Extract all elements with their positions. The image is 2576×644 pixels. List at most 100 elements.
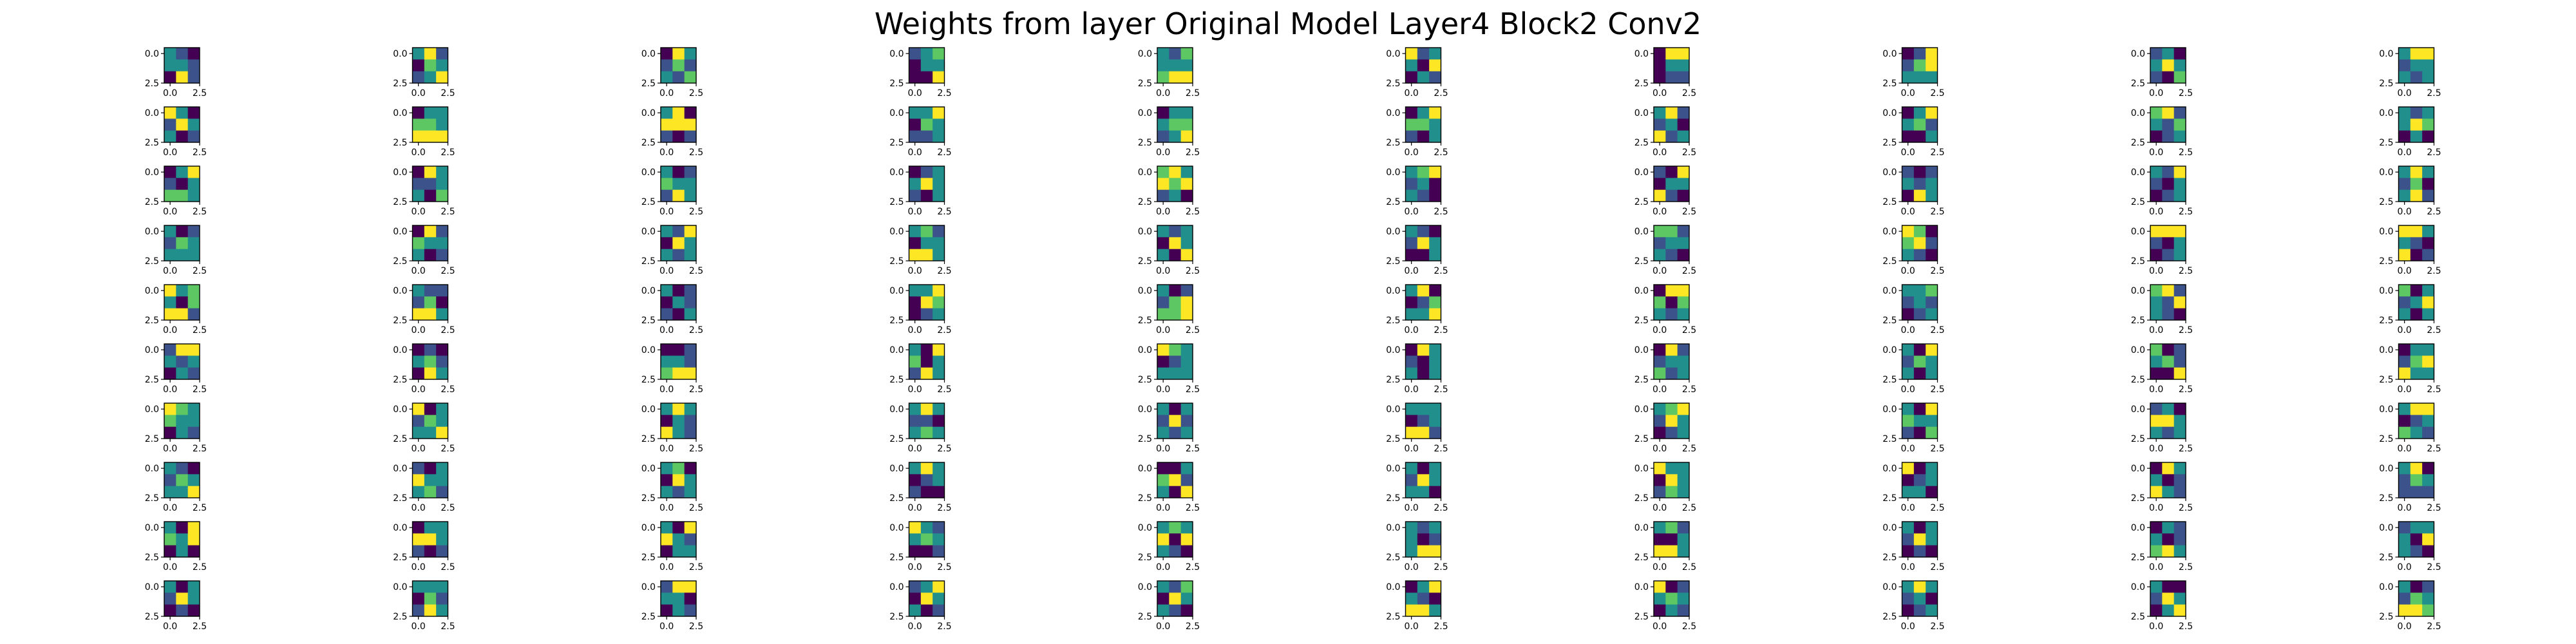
y-tick-label: 0.0 (1634, 345, 1649, 355)
kernel-subplot: 0.02.50.0 2.5 (1634, 284, 1696, 336)
x-tick-label: 0.0 (163, 384, 177, 395)
x-tick-label: 0.0 (1653, 325, 1667, 336)
heatmap-cell (661, 118, 673, 131)
heatmap-cell (933, 107, 945, 119)
heatmap-cell (1902, 59, 1915, 72)
heatmap-cell (1157, 462, 1170, 475)
y-tick-label: 2.5 (1634, 256, 1649, 267)
y-tick-label: 0.0 (2131, 404, 2145, 415)
x-tick-label: 2.5 (1186, 207, 1200, 217)
heatmap-cell (909, 118, 922, 131)
heatmap-cell (1677, 178, 1690, 191)
heatmap-cell (176, 166, 189, 178)
x-tick-label: 2.5 (1682, 325, 1696, 336)
heatmap-cell (2422, 403, 2434, 415)
heatmap-cell (1417, 474, 1430, 487)
heatmap-cell (2162, 71, 2175, 84)
heatmap-cell (424, 178, 437, 191)
y-tick-label: 0.0 (1138, 582, 1152, 592)
y-tick-label: 2.5 (2379, 612, 2393, 622)
heatmap-cell (424, 189, 437, 202)
heatmap-cell (661, 107, 673, 119)
heatmap-cell (2422, 592, 2434, 605)
heatmap-cell (1405, 237, 1418, 250)
axes-frame (1901, 521, 1938, 558)
y-tick-label: 2.5 (145, 553, 159, 563)
heatmap-cell (1429, 474, 1441, 487)
axes-frame (2150, 343, 2186, 380)
x-tick-label: 0.0 (1405, 503, 1419, 513)
heatmap-cell (1665, 355, 1678, 368)
heatmap-cell (1405, 296, 1418, 309)
x-tick-label: 0.0 (412, 444, 426, 454)
heatmap-cell (2398, 118, 2411, 131)
axes-frame (1405, 106, 1442, 143)
heatmap-cell (1926, 178, 1938, 191)
heatmap-cell (1654, 249, 1666, 261)
x-tick-label: 0.0 (163, 621, 177, 632)
heatmap-cell (436, 225, 448, 238)
x-tick-label: 2.5 (1682, 207, 1696, 217)
x-tick-label: 2.5 (1434, 266, 1448, 276)
kernel-subplot: 0.02.50.0 2.5 (2131, 166, 2193, 217)
y-tick-label: 0.0 (1634, 523, 1649, 533)
heatmap-cell (1157, 71, 1170, 84)
y-tick-label: 2.5 (145, 612, 159, 622)
y-tick-label: 2.5 (1386, 612, 1400, 622)
x-tick-label: 0.0 (1901, 207, 1915, 217)
y-tick-label: 0.0 (145, 345, 159, 355)
heatmap-cell (2174, 522, 2186, 534)
heatmap-cell (187, 59, 200, 72)
y-tick-label: 2.5 (1138, 434, 1152, 444)
heatmap-cell (1913, 48, 1926, 60)
heatmap-cell (1913, 71, 1926, 84)
heatmap-cell (2150, 225, 2163, 238)
heatmap-cell (1913, 367, 1926, 380)
y-tick-label: 0.0 (393, 286, 407, 296)
x-tick-label: 0.0 (2149, 503, 2163, 513)
heatmap-cell (672, 545, 685, 558)
heatmap-cell (424, 308, 437, 321)
heatmap-cell (920, 474, 933, 487)
kernel-subplot: 0.02.50.0 2.5 (393, 521, 455, 573)
x-tick-label: 2.5 (2179, 503, 2193, 513)
heatmap-cell (1654, 592, 1666, 605)
heatmap-cell (1169, 285, 1182, 297)
heatmap-cell (920, 545, 933, 558)
heatmap-cell (661, 249, 673, 261)
heatmap-cell (2398, 71, 2411, 84)
heatmap-cell (1405, 59, 1418, 72)
heatmap-cell (2422, 48, 2434, 60)
heatmap-cell (2150, 581, 2163, 593)
heatmap-cell (1902, 367, 1915, 380)
heatmap-cell (412, 118, 425, 131)
heatmap-cell (920, 533, 933, 546)
y-tick-label: 2.5 (1386, 138, 1400, 148)
heatmap-cell (1405, 71, 1418, 84)
y-tick-label: 0.0 (889, 167, 904, 178)
heatmap-cell (2410, 71, 2423, 84)
heatmap-cell (1169, 59, 1182, 72)
x-tick-label: 2.5 (2179, 266, 2193, 276)
heatmap-cell (1157, 403, 1170, 415)
y-tick-label: 0.0 (1138, 523, 1152, 533)
axes-frame (1653, 166, 1690, 202)
heatmap-cell (2174, 166, 2186, 178)
axes-frame (660, 47, 697, 84)
heatmap-cell (412, 367, 425, 380)
heatmap-cell (684, 486, 697, 498)
heatmap-cell (1429, 581, 1441, 593)
x-tick-label: 0.0 (659, 88, 674, 99)
heatmap-cell (1180, 415, 1193, 428)
axes-frame (412, 166, 449, 202)
heatmap-cell (2162, 474, 2175, 487)
x-tick-label: 2.5 (193, 384, 207, 395)
heatmap-cell (1677, 249, 1690, 261)
x-tick-label: 0.0 (2398, 88, 2412, 99)
x-tick-label: 2.5 (2427, 266, 2441, 276)
heatmap-cell (176, 344, 189, 356)
heatmap-cell (436, 474, 448, 487)
kernel-subplot: 0.02.50.0 2.5 (2379, 402, 2441, 454)
heatmap-cell (920, 285, 933, 297)
y-tick-label: 2.5 (889, 316, 904, 326)
